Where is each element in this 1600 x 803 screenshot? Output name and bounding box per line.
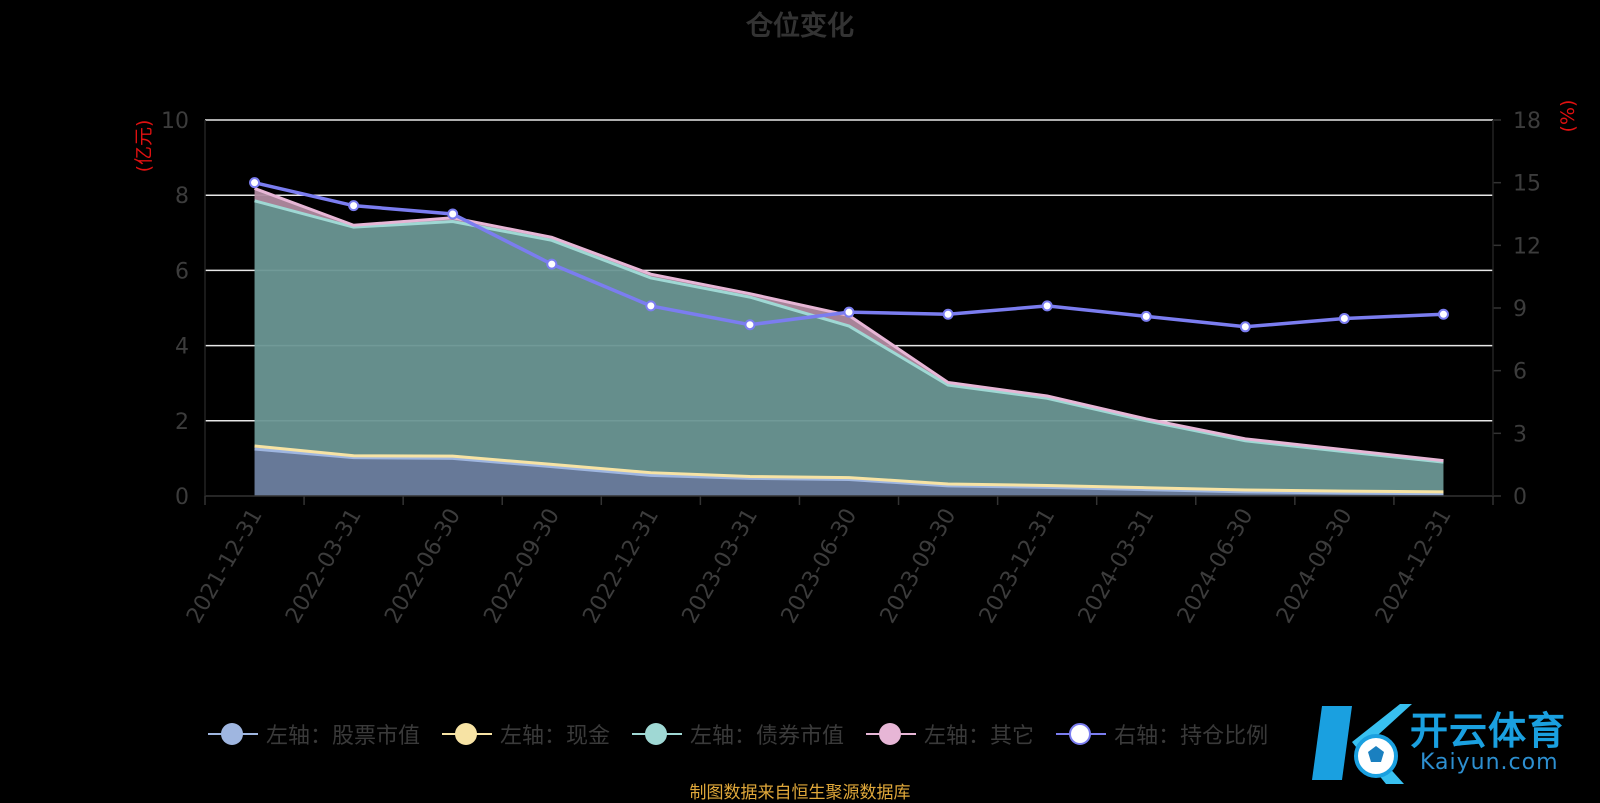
line-cash (254, 444, 1444, 494)
legend-label: 左轴：其它 (924, 724, 1035, 749)
x-tick-label: 2024-06-30 (1173, 505, 1259, 628)
left-tick-label: 10 (161, 109, 189, 134)
source-note: 制图数据来自恒生聚源数据库 (689, 783, 911, 803)
legend-dot (1069, 723, 1092, 745)
left-tick-label: 0 (175, 485, 189, 510)
x-tick-label: 2022-06-30 (380, 505, 466, 628)
line-bond (254, 199, 1444, 464)
point-ratio (1437, 308, 1449, 320)
point-ratio (348, 200, 360, 212)
legend-item-bond[interactable]: 左轴：债券市值 (632, 718, 844, 750)
point-ratio (1338, 312, 1350, 324)
area-bond (254, 200, 1444, 492)
legend-label: 右轴：持仓比例 (1114, 724, 1269, 749)
watermark-text: 开云体育 (1410, 709, 1567, 753)
watermark-k-icon (1312, 704, 1412, 784)
left-tick-label: 2 (175, 410, 189, 435)
legend-item-cash[interactable]: 左轴：现金 (442, 718, 610, 750)
point-ratio (447, 208, 459, 220)
x-tick-label: 2024-12-31 (1371, 505, 1457, 628)
legend-item-stock[interactable]: 左轴：股票市值 (208, 718, 420, 750)
x-tick-label: 2021-12-31 (182, 505, 268, 628)
x-tick-label: 2023-12-31 (975, 505, 1061, 628)
line-layer (249, 177, 1449, 333)
right-tick-label: 9 (1513, 297, 1527, 322)
line-stock (254, 447, 1444, 496)
point-ratio (744, 319, 756, 331)
point-ratio (1239, 321, 1251, 333)
x-tick-label: 2024-03-31 (1074, 505, 1160, 628)
x-tick-label: 2023-06-30 (777, 505, 863, 628)
legend-dot (879, 723, 902, 745)
chart-title: 仓位变化 (746, 11, 854, 42)
legend-symbol-stock (208, 722, 258, 746)
x-tick-label: 2022-12-31 (578, 505, 664, 628)
point-ratio (1041, 300, 1053, 312)
legend-label: 左轴：现金 (500, 724, 611, 749)
right-tick-label: 0 (1513, 485, 1527, 510)
legend-item-ratio[interactable]: 右轴：持仓比例 (1056, 718, 1268, 750)
x-tick-label: 2022-03-31 (281, 505, 367, 628)
legend-symbol-ratio (1056, 722, 1107, 746)
x-tick-label: 2024-09-30 (1272, 505, 1358, 628)
right-tick-label: 12 (1513, 234, 1541, 259)
x-tick-label: 2023-03-31 (678, 505, 764, 628)
legend-label: 左轴：债券市值 (690, 724, 845, 749)
point-ratio (942, 308, 954, 320)
right-tick-label: 18 (1513, 109, 1541, 134)
legend-label: 左轴：股票市值 (266, 724, 421, 749)
left-tick-label: 4 (175, 335, 189, 360)
left-tick-label: 8 (175, 184, 189, 209)
legend-item-other[interactable]: 左轴：其它 (866, 718, 1034, 750)
axis-layer (204, 119, 1501, 505)
left-axis-label: (亿元) (133, 120, 155, 173)
right-axis-label: (%) (1557, 100, 1579, 133)
point-ratio (1140, 310, 1152, 322)
legend-dot (455, 723, 478, 745)
right-tick-label: 15 (1513, 172, 1541, 197)
legend-symbol-bond (632, 722, 683, 746)
legend-symbol-other (866, 722, 917, 746)
point-ratio (249, 177, 261, 189)
point-ratio (843, 306, 855, 318)
watermark-url: Kaiyun.com (1420, 750, 1559, 775)
legend-dot (645, 723, 668, 745)
point-ratio (546, 258, 558, 270)
point-ratio (645, 300, 657, 312)
area-stock (254, 449, 1444, 496)
area-layer (254, 187, 1444, 496)
x-tick-label: 2022-09-30 (479, 505, 565, 628)
x-tick-label: 2023-09-30 (876, 505, 962, 628)
right-tick-label: 6 (1513, 360, 1527, 385)
legend-dot (221, 723, 243, 745)
legend: 左轴：股票市值 左轴：现金 左轴：债券市值 左轴：其它 右轴：持仓比例 (208, 718, 1290, 750)
right-tick-label: 3 (1513, 422, 1527, 447)
left-tick-label: 6 (175, 259, 189, 284)
watermark-logo: 开云体育 Kaiyun.com (1312, 700, 1594, 788)
legend-symbol-cash (442, 722, 493, 746)
